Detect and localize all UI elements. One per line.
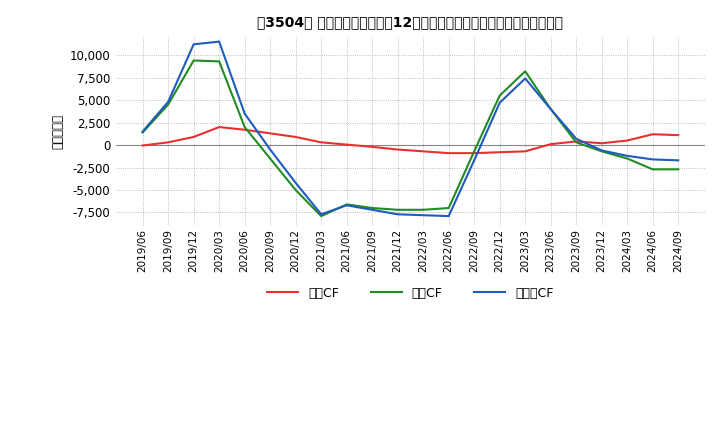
投資CF [649, 167, 657, 172]
営業CF [572, 139, 580, 144]
投資CF [674, 167, 683, 172]
営業CF [342, 142, 351, 147]
営業CF [189, 134, 198, 139]
Title: 【3504】 キャッシュフローの12か月移動合計の対前年同期増減額の推移: 【3504】 キャッシュフローの12か月移動合計の対前年同期増減額の推移 [258, 15, 564, 29]
投資CF [572, 140, 580, 145]
フリーCF [164, 99, 173, 105]
営業CF [546, 142, 555, 147]
フリーCF [598, 148, 606, 153]
フリーCF [215, 39, 223, 44]
フリーCF [674, 158, 683, 163]
営業CF [164, 140, 173, 145]
投資CF [266, 156, 274, 161]
フリーCF [317, 212, 325, 217]
フリーCF [368, 207, 377, 213]
フリーCF [495, 100, 504, 106]
営業CF [138, 143, 147, 148]
投資CF [164, 102, 173, 107]
投資CF [444, 205, 453, 211]
投資CF [393, 207, 402, 213]
Line: フリーCF: フリーCF [143, 42, 678, 216]
フリーCF [649, 157, 657, 162]
フリーCF [138, 129, 147, 134]
投資CF [292, 187, 300, 193]
営業CF [444, 150, 453, 156]
営業CF [215, 125, 223, 130]
投資CF [598, 149, 606, 154]
営業CF [495, 150, 504, 155]
フリーCF [444, 213, 453, 219]
Line: 投資CF: 投資CF [143, 60, 678, 216]
投資CF [189, 58, 198, 63]
投資CF [138, 130, 147, 135]
Y-axis label: （百万円）: （百万円） [51, 114, 64, 149]
フリーCF [240, 111, 249, 116]
フリーCF [189, 42, 198, 47]
投資CF [546, 106, 555, 112]
フリーCF [419, 213, 428, 218]
投資CF [495, 93, 504, 98]
営業CF [521, 149, 529, 154]
投資CF [342, 202, 351, 207]
営業CF [649, 132, 657, 137]
フリーCF [292, 180, 300, 185]
営業CF [419, 149, 428, 154]
投資CF [317, 213, 325, 219]
フリーCF [470, 158, 479, 163]
フリーCF [623, 153, 631, 158]
営業CF [393, 147, 402, 152]
営業CF [240, 127, 249, 132]
営業CF [674, 132, 683, 138]
投資CF [419, 207, 428, 213]
フリーCF [572, 136, 580, 141]
フリーCF [546, 106, 555, 112]
投資CF [215, 59, 223, 64]
投資CF [368, 205, 377, 211]
フリーCF [266, 147, 274, 152]
Legend: 営業CF, 投資CF, フリーCF: 営業CF, 投資CF, フリーCF [262, 282, 559, 305]
投資CF [623, 156, 631, 161]
営業CF [292, 134, 300, 139]
営業CF [317, 140, 325, 145]
営業CF [623, 138, 631, 143]
営業CF [470, 150, 479, 156]
営業CF [368, 144, 377, 150]
Line: 営業CF: 営業CF [143, 127, 678, 153]
投資CF [470, 149, 479, 154]
フリーCF [342, 203, 351, 208]
フリーCF [393, 212, 402, 217]
フリーCF [521, 76, 529, 81]
営業CF [598, 141, 606, 146]
営業CF [266, 131, 274, 136]
投資CF [521, 69, 529, 74]
投資CF [240, 125, 249, 130]
